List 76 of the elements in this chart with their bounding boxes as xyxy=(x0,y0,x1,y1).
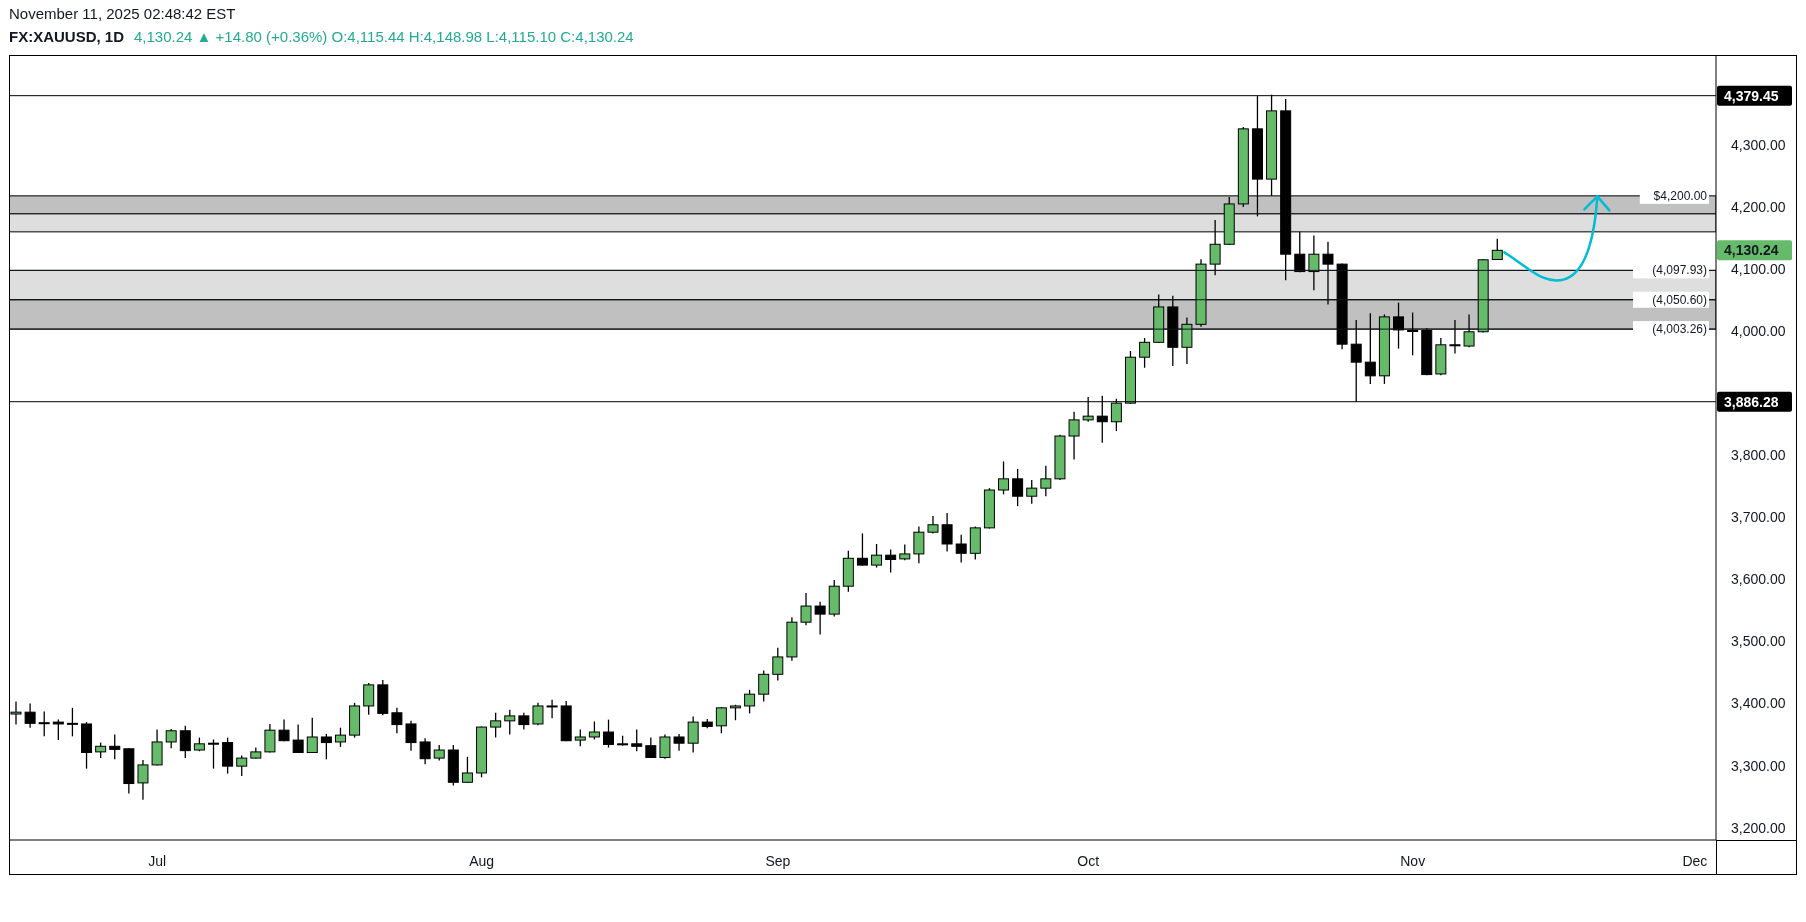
candlestick xyxy=(1040,465,1052,497)
candlestick xyxy=(772,646,784,682)
x-tick-label: Dec xyxy=(1682,852,1708,869)
y-tick-label: 3,800.00 xyxy=(1731,447,1786,464)
text: November 11, 2025 02:48:42 EST xyxy=(9,5,236,22)
candlestick xyxy=(306,717,318,754)
candlestick xyxy=(1139,337,1151,369)
candlestick xyxy=(856,532,868,567)
candlestick xyxy=(659,733,671,760)
candlestick xyxy=(66,707,78,738)
candlestick xyxy=(151,728,163,767)
candlestick xyxy=(52,718,64,741)
y-tick-label: 3,500.00 xyxy=(1731,633,1786,650)
candlestick xyxy=(264,723,276,754)
y-tick-label: 3,700.00 xyxy=(1731,509,1786,526)
candlestick xyxy=(165,728,177,749)
candlestick xyxy=(236,754,248,777)
ref-line-label: 4,379.45 xyxy=(1724,87,1779,104)
y-tick-label: 4,100.00 xyxy=(1731,261,1786,278)
candlestick xyxy=(179,725,191,759)
candlestick xyxy=(998,460,1010,495)
candlestick xyxy=(744,689,756,715)
y-tick-label: 3,400.00 xyxy=(1731,695,1786,712)
x-tick-label: Aug xyxy=(469,852,495,869)
ref-line-label: 3,886.28 xyxy=(1724,393,1779,410)
candlestick xyxy=(1026,479,1038,505)
y-tick-label: 4,000.00 xyxy=(1731,323,1786,340)
candlestick xyxy=(405,720,417,752)
candlestick xyxy=(419,737,431,765)
candlestick xyxy=(320,733,332,760)
candlestick xyxy=(391,707,403,734)
candlestick xyxy=(955,534,967,564)
x-tick-label: Nov xyxy=(1400,852,1426,869)
candlestick xyxy=(334,727,346,748)
candlestick xyxy=(461,756,473,784)
y-tick-label: 3,300.00 xyxy=(1731,757,1786,774)
candlestick xyxy=(24,702,36,729)
candlestick xyxy=(208,738,219,770)
candlestick xyxy=(222,736,234,775)
candlestick xyxy=(1012,468,1024,507)
candlestick xyxy=(913,525,925,564)
candlestick xyxy=(715,706,727,734)
y-tick-label: 3,600.00 xyxy=(1731,571,1786,588)
x-tick-label: Sep xyxy=(765,852,791,869)
candlestick xyxy=(490,712,502,739)
candlestick xyxy=(1068,411,1080,461)
ref-line-label: (4,003.26) xyxy=(1652,322,1707,337)
candlestick xyxy=(1491,238,1503,261)
candlestick xyxy=(631,728,643,752)
ref-line-label: (4,050.60) xyxy=(1652,292,1707,307)
candlestick xyxy=(363,682,375,716)
candlestick xyxy=(885,548,897,574)
chart-subtitle: 4,130.24 ▲ +14.80 (+0.36%) O:4,115.44 H:4,148.98 L:4,115.10 C:4,130.24 xyxy=(134,28,634,45)
chart-title: FX:XAUUSD, 1D xyxy=(9,28,125,45)
y-tick-label: 4,200.00 xyxy=(1731,199,1786,216)
candlestick xyxy=(941,512,953,553)
ref-line-label: (4,097.93) xyxy=(1652,263,1707,278)
x-tick-label: Oct xyxy=(1077,852,1100,869)
candlestick xyxy=(687,715,699,754)
candlestick xyxy=(10,700,22,726)
y-tick-label: 3,200.00 xyxy=(1731,819,1786,836)
candlestick xyxy=(758,669,770,703)
candlestick xyxy=(38,710,50,738)
candlestick xyxy=(137,759,149,801)
candlestick xyxy=(800,592,812,626)
x-tick-label: Jul xyxy=(148,852,167,869)
candlestick xyxy=(814,601,826,636)
candlestick xyxy=(546,699,558,720)
candlestick xyxy=(603,718,615,749)
text: 4,130.24 xyxy=(1724,242,1779,259)
candlestick xyxy=(504,709,516,736)
candlestick xyxy=(292,723,304,754)
candlestick xyxy=(109,733,121,760)
candlestick xyxy=(871,543,883,569)
band-label: $4,200.00 xyxy=(1653,188,1708,203)
y-tick-label: 4,300.00 xyxy=(1731,136,1786,153)
